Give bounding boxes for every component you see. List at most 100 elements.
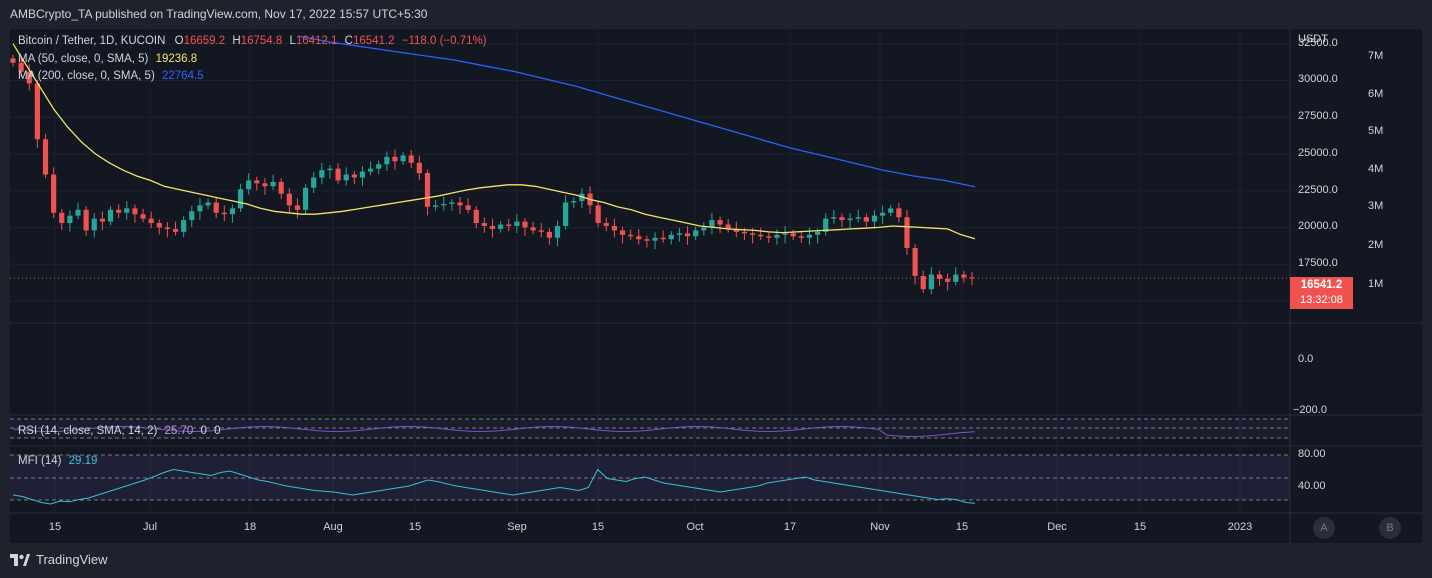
auto-scale-button[interactable]: A [1313,517,1335,539]
candle-body [172,228,179,232]
candle-body [676,233,683,235]
candle-body [603,223,609,226]
candle-body [213,202,219,213]
candle-body [294,205,301,210]
rsi-line [12,425,976,438]
candle-body [725,224,731,229]
volume-tick-label: 3M [1368,200,1384,212]
candle-body [880,212,886,216]
candle-body [343,174,349,181]
candle-body [59,212,65,224]
open-label: O [174,35,184,47]
ma50-label: MA (50, close, 0, SMA, 5) [18,53,149,65]
candle-body [124,208,130,213]
high-label: H [232,35,241,47]
candle-body [424,173,431,207]
candle-body [831,217,837,219]
candle-body [367,168,374,172]
time-tick-label: 18 [243,521,257,533]
candle-body [863,217,869,222]
candle-body [684,233,691,237]
candle-body [359,171,366,178]
rsi-label: RSI (14, close, SMA, 14, 2) [18,425,158,437]
candle-body [888,208,894,213]
candle-body [441,203,447,206]
candle-body [506,224,512,226]
candle-body [546,231,552,238]
ma200-label: MA (200, close, 0, SMA, 5) [18,70,155,82]
candle-body [847,218,853,221]
candle-body [758,234,764,237]
chart-frame[interactable] [10,29,1422,543]
price-tick-label: 17500.0 [1298,257,1338,270]
candle-body [91,218,97,231]
candle-body [538,230,544,232]
last-price-value: 16541.2 [1300,279,1343,291]
candle-body [733,228,739,232]
low-value: 16412.1 [295,35,338,47]
candle-body [823,218,829,232]
candle-body [205,202,211,206]
candle-body [871,215,878,222]
mfi-value: 29.19 [68,455,98,467]
price-tick-label: 22500.0 [1298,183,1338,196]
candle-body [636,236,642,240]
candle-body [311,177,317,188]
candle-body [270,181,276,187]
candle-body [319,170,325,178]
candle-body [42,139,49,175]
candle-body [628,234,634,237]
candle-body [457,202,463,206]
candle-body [116,209,122,213]
price-tick-label: 27500.0 [1298,110,1338,123]
low-label: L [289,35,296,47]
candle-body [530,227,536,231]
candle-body [376,164,382,169]
candle-body [433,205,439,207]
candle-body [83,209,89,231]
candle-body [75,209,81,216]
candle-body [335,168,341,181]
time-tick-label: 17 [783,521,797,533]
candle-body [571,200,577,203]
candle-body [798,236,804,238]
log-scale-button[interactable]: B [1379,517,1401,539]
candle-body [595,205,601,224]
candle-body [652,237,658,241]
candle-body [473,209,479,224]
candle-body [660,237,666,240]
mfi-legend: MFI (14) 29.19 [18,455,97,467]
volume-tick-label: 1M [1368,278,1384,290]
footer-brand: TradingView [10,552,108,567]
time-tick-label: 15 [591,521,605,533]
candle-body [246,180,252,190]
candle-body [10,58,16,63]
candle-body [855,217,861,219]
candle-body [140,214,146,219]
time-tick-label: 15 [1133,521,1147,533]
candle-body [896,208,902,218]
candle-body [197,205,203,212]
candle-body [181,220,187,232]
price-tick-label: 32500.0 [1298,36,1338,49]
mid-tick-1: −200.0 [1293,404,1327,416]
candle-body [99,218,105,222]
candle-body [693,230,699,237]
candle-body [766,236,772,238]
candle-body [148,218,154,224]
rsi-value-3: 0 [214,425,221,437]
candle-body [26,71,32,84]
candle-body [912,248,918,276]
candle-body [278,181,284,194]
candle-body [286,193,292,206]
time-tick-label: Oct [686,521,704,533]
candle-body [806,234,813,238]
mid-tick-0: 0.0 [1298,353,1314,365]
candle-body [774,234,780,238]
candle-body [107,209,114,222]
ma200-line [299,35,976,188]
candle-body [619,230,626,235]
candle-body [254,180,260,184]
candle-body [400,155,406,162]
